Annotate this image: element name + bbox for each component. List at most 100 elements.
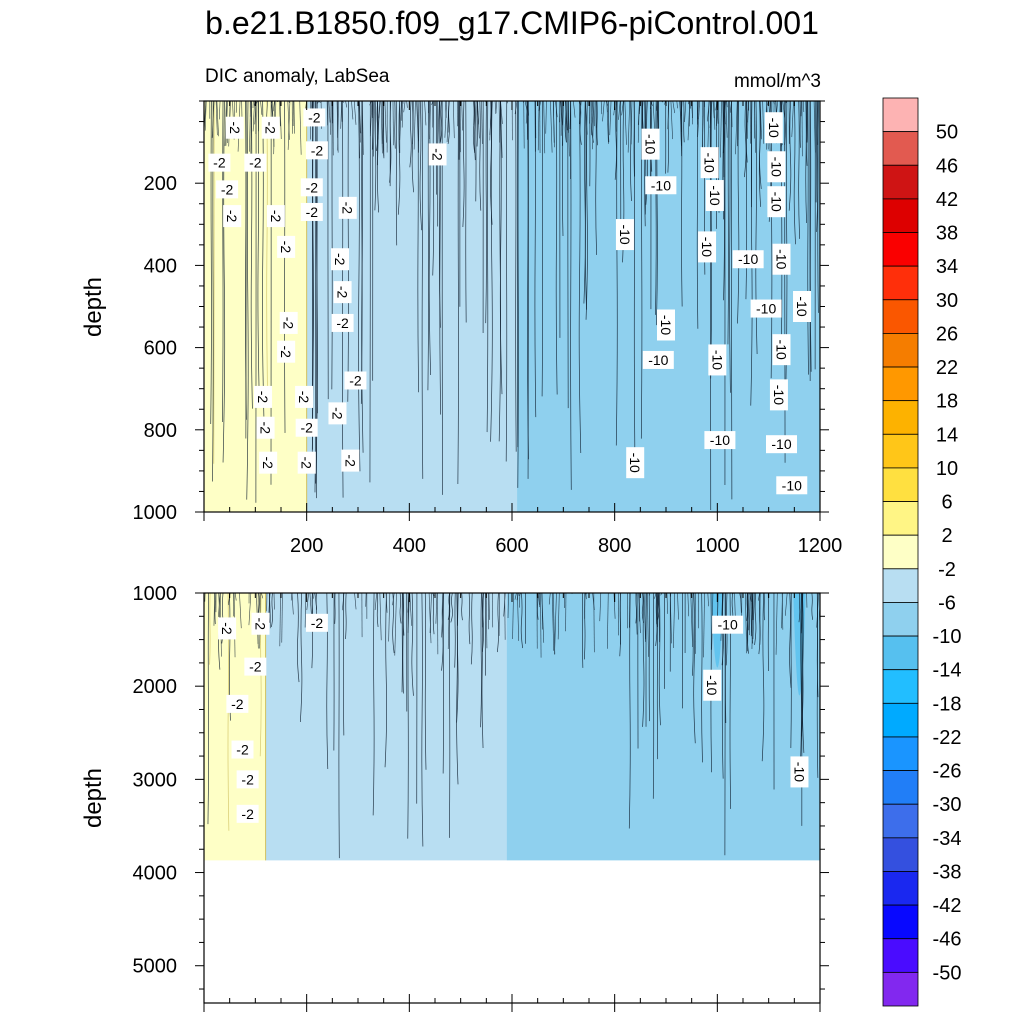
- contour-line: [412, 101, 414, 145]
- contour-line: [473, 101, 475, 125]
- colorbar-swatch: [882, 971, 919, 1007]
- contour-line: [399, 593, 402, 624]
- colorbar-label: 42: [936, 189, 958, 211]
- colorbar-swatch: [882, 635, 919, 671]
- contour-line: [630, 101, 632, 202]
- contour-line: [599, 593, 602, 622]
- colorbar-label: 38: [936, 223, 958, 245]
- no-data-region: [204, 860, 820, 1003]
- contour-line: [432, 101, 435, 276]
- contour-line: [379, 593, 382, 641]
- contour-line: [482, 593, 484, 628]
- contour-line: [557, 593, 560, 640]
- contour-region: [506, 593, 820, 861]
- contour-line: [424, 593, 427, 770]
- contour-line: [287, 101, 290, 140]
- contour-line: [749, 593, 751, 636]
- contour-line: [452, 101, 455, 139]
- contour-line: [654, 593, 657, 599]
- contour-line: [803, 101, 805, 112]
- contour-line: [817, 101, 820, 145]
- contour-label-text: -2: [241, 771, 254, 787]
- contour-label-text: -10: [782, 477, 802, 493]
- contour-line: [376, 101, 379, 151]
- contour-label: -2: [428, 143, 447, 166]
- contour-label-text: -10: [791, 762, 807, 782]
- contour-label-text: -2: [311, 615, 324, 631]
- contour-line: [550, 101, 553, 153]
- contour-line: [449, 593, 451, 838]
- contour-label: -10: [750, 299, 782, 318]
- contour-line: [326, 101, 328, 126]
- contour-line: [490, 101, 493, 442]
- contour-label-text: -10: [704, 675, 720, 695]
- contour-line: [490, 101, 493, 122]
- contour-line: [498, 101, 501, 442]
- contour-line: [800, 593, 803, 634]
- contour-label-text: -2: [268, 210, 284, 223]
- contour-line: [215, 101, 218, 136]
- colorbar-swatch: [882, 904, 919, 940]
- figure-title: b.e21.B1850.f09_g17.CMIP6-piControl.001: [205, 5, 819, 41]
- y-tick-label: 1000: [133, 502, 178, 524]
- contour-line: [358, 101, 360, 159]
- contour-label: -10: [645, 176, 677, 195]
- contour-line: [720, 101, 722, 158]
- contour-line: [392, 593, 395, 606]
- contour-line: [279, 101, 281, 127]
- contour-line: [474, 101, 476, 161]
- colorbar-label: 18: [936, 391, 958, 413]
- contour-label-text: -10: [774, 340, 790, 360]
- contour-line: [670, 101, 673, 140]
- contour-line: [585, 101, 588, 320]
- contour-line: [354, 593, 357, 610]
- contour-line: [435, 593, 438, 624]
- colorbar-swatch: [882, 164, 919, 200]
- contour-line: [428, 593, 432, 644]
- contour-line: [751, 593, 754, 650]
- colorbar-label: 30: [936, 290, 958, 312]
- contour-line: [690, 593, 693, 648]
- contour-line: [485, 593, 488, 649]
- contour-line: [683, 101, 685, 143]
- contour-label-text: -10: [738, 251, 758, 267]
- contour-label: -2: [279, 311, 298, 334]
- contour-line: [534, 101, 537, 418]
- contour-label: -10: [700, 147, 719, 179]
- contour-line: [209, 593, 211, 665]
- contour-line: [640, 101, 643, 439]
- contour-line: [218, 101, 221, 120]
- colorbar-swatch: [882, 568, 919, 603]
- contour-line: [791, 101, 794, 138]
- contour-label-text: -2: [249, 659, 262, 675]
- subtitle-label: DIC anomaly, LabSea: [205, 66, 390, 87]
- contour-line: [593, 593, 595, 653]
- contour-line: [759, 101, 762, 140]
- contour-line: [450, 593, 453, 623]
- contour-line: [692, 593, 694, 676]
- y-tick-label: 3000: [133, 769, 178, 791]
- contour-line: [472, 101, 476, 154]
- contour-label-text: -10: [702, 153, 718, 173]
- y-tick-label: 200: [144, 173, 177, 195]
- contour-label: -2: [236, 804, 259, 823]
- contour-line: [707, 101, 710, 156]
- colorbar-label: 2: [941, 525, 952, 547]
- contour-line: [696, 101, 699, 329]
- lower-contour-labels: -2 -2 -2 -2 -2 -2 -2 -2 -10 -10 -10: [218, 612, 809, 823]
- contour-line: [342, 593, 345, 611]
- contour-label: -2: [261, 116, 280, 139]
- contour-line: [204, 101, 207, 131]
- contour-line: [345, 593, 347, 640]
- contour-line: [249, 101, 251, 152]
- colorbar-label: -2: [938, 559, 956, 581]
- y-tick-label: 5000: [133, 956, 178, 978]
- contour-label-text: -2: [300, 420, 313, 436]
- contour-label: -10: [766, 435, 797, 454]
- contour-line: [633, 101, 636, 455]
- contour-label: -10: [642, 350, 674, 369]
- contour-line: [731, 101, 733, 500]
- x-tick-label: 1000: [695, 535, 740, 557]
- y-tick-label: 1000: [133, 583, 178, 605]
- contour-line: [432, 593, 435, 635]
